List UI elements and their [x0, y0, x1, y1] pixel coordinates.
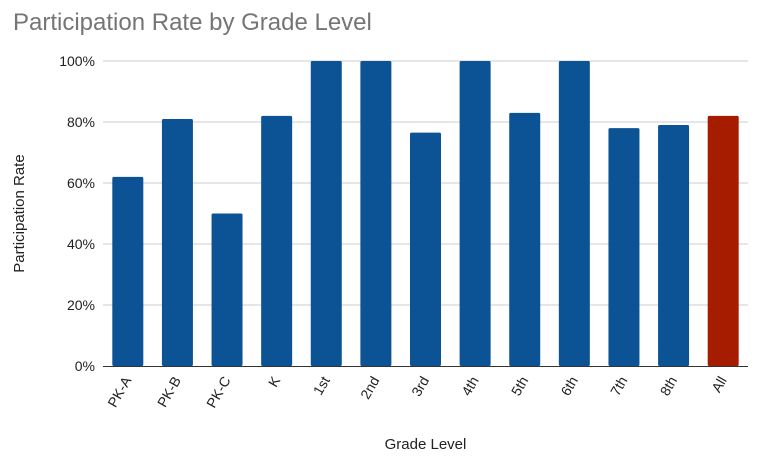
- bar-pk-b: [161, 118, 193, 366]
- y-tick-label: 80%: [67, 114, 95, 130]
- bars: [112, 61, 739, 367]
- bar-pk-c: [211, 213, 243, 366]
- chart-title: Participation Rate by Grade Level: [13, 9, 372, 36]
- bar-6th: [558, 61, 590, 366]
- x-tick-label: PK-B: [154, 374, 184, 410]
- x-tick-label: 5th: [508, 374, 532, 399]
- bar-5th: [509, 112, 541, 366]
- bar-8th: [658, 125, 690, 366]
- x-tick-label: 7th: [607, 374, 631, 399]
- y-tick-label: 60%: [67, 175, 95, 191]
- x-tick-label: K: [265, 373, 284, 390]
- bar-7th: [608, 128, 640, 366]
- x-axis-label: Grade Level: [385, 436, 467, 453]
- x-tick-label: All: [708, 374, 730, 395]
- x-tick-label: 8th: [657, 374, 681, 399]
- x-tick-label: PK-A: [104, 373, 135, 410]
- bar-3rd: [410, 132, 441, 366]
- bar-4th: [459, 61, 491, 366]
- y-tick-label: 20%: [67, 297, 95, 313]
- y-axis-label: Participation Rate: [11, 154, 28, 272]
- x-axis-ticks: PK-A PK-B PK-C K 1st 2nd 3rd 4th 5th 6th 7th 8th All: [104, 373, 730, 411]
- x-tick-label: PK-C: [203, 374, 234, 411]
- x-tick-label: 4th: [458, 374, 482, 399]
- x-tick-label: 6th: [557, 374, 581, 399]
- y-axis-ticks: 0% 20% 40% 60% 80% 100%: [59, 53, 95, 374]
- y-tick-label: 100%: [59, 53, 95, 69]
- bar-k: [261, 115, 293, 367]
- bar-2nd: [360, 61, 392, 366]
- bar-pk-a: [112, 176, 144, 366]
- x-tick-label: 3rd: [408, 374, 432, 400]
- bar-all: [707, 115, 739, 367]
- y-tick-label: 40%: [67, 236, 95, 252]
- x-tick-label: 1st: [310, 373, 333, 397]
- y-tick-label: 0%: [75, 358, 95, 374]
- bar-1st: [310, 61, 342, 366]
- x-tick-label: 2nd: [357, 374, 383, 402]
